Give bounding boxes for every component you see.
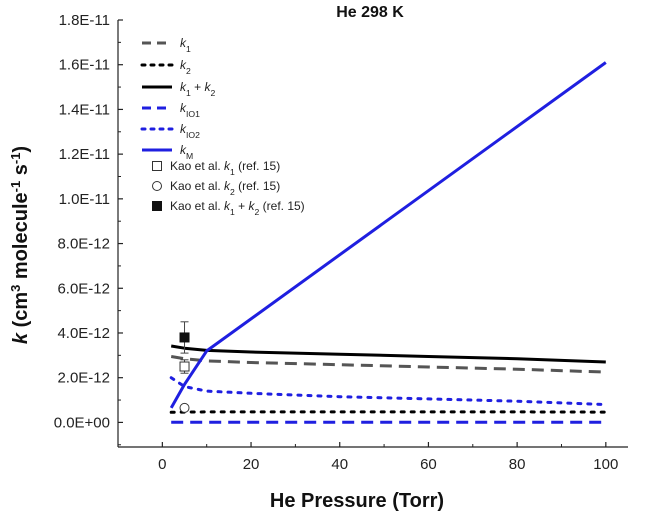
y-tick-label: 1.8E-11 (59, 12, 110, 29)
x-tick-label: 80 (509, 456, 526, 473)
legend-label: Kao et al. k1 + k2 (ref. 15) (170, 199, 305, 217)
data-point (179, 361, 190, 372)
label-part: IO1 (186, 109, 200, 119)
label-part: 1 (230, 207, 235, 217)
label-part: 1 (230, 167, 235, 177)
label-part: k (180, 36, 187, 50)
y-tick-label: 6.0E-12 (57, 280, 110, 297)
legend-label: kM (180, 143, 193, 161)
y-tick-label: 1.0E-11 (59, 191, 110, 208)
y-tick-label: 0.0E+00 (54, 414, 110, 431)
label-part: M (186, 151, 193, 161)
label-part: k (180, 122, 187, 136)
label-part: + (191, 80, 205, 94)
label-part: k (180, 80, 187, 94)
series-line-km (169, 61, 607, 409)
label-part: k (10, 332, 32, 344)
label-part: 1 (186, 88, 191, 98)
y-tick-label: 2.0E-12 (57, 370, 110, 387)
y-tick-label: 4.0E-12 (57, 325, 110, 342)
x-tick-label: 100 (593, 456, 618, 473)
series-line-k1 (170, 355, 606, 374)
y-tick-label: 1.4E-11 (59, 101, 110, 118)
plot-area: 0.0E+00 2.0E-12 4.0E-12 6.0E-12 8.0E-12 1.0E-… (54, 12, 628, 473)
legend-marker (152, 181, 162, 191)
legend-label: kIO1 (180, 101, 200, 119)
label-part: k (224, 159, 231, 173)
data-point (179, 402, 190, 413)
x-tick-label: 20 (243, 456, 260, 473)
label-part: k (204, 80, 211, 94)
label-part: IO2 (186, 130, 200, 140)
x-tick-label: 60 (420, 456, 437, 473)
label-part: + (235, 199, 249, 213)
legend-label: k2 (180, 58, 191, 76)
label-part: -1 (8, 181, 23, 193)
label-part: 3 (8, 285, 23, 292)
label-part: (cm (10, 292, 32, 333)
label-part: 2 (210, 88, 215, 98)
label-part: 2 (230, 187, 235, 197)
label-part: k (224, 179, 231, 193)
label-part: ) (10, 146, 32, 153)
data-point (179, 332, 190, 343)
y-tick-label: 8.0E-12 (57, 236, 110, 253)
series-line-kio2 (169, 376, 608, 406)
label-part: -1 (8, 153, 23, 165)
label-part: (ref. 15) (259, 199, 304, 213)
y-tick-label: 1.6E-11 (59, 57, 110, 74)
label-part: k (180, 58, 187, 72)
label-part: Kao et al. (170, 159, 224, 173)
legend-marker (152, 161, 162, 171)
series-line-k1-k2 (170, 344, 606, 364)
chart-title: He 298 K (336, 4, 404, 21)
legend-label: Kao et al. k2 (ref. 15) (170, 179, 280, 197)
legend-marker (152, 201, 162, 211)
label-part: (ref. 15) (235, 159, 280, 173)
label-part: k (224, 199, 231, 213)
label-part: k (180, 101, 187, 115)
legend-label: kIO2 (180, 122, 200, 140)
label-part: Kao et al. (170, 199, 224, 213)
x-tick-label: 0 (158, 456, 166, 473)
label-part: (ref. 15) (235, 179, 280, 193)
label-part: Kao et al. (170, 179, 224, 193)
y-tick-label: 1.2E-11 (59, 146, 110, 163)
x-axis-title: He Pressure (Torr) (270, 490, 444, 512)
label-part: k (180, 143, 187, 157)
label-part: molecule (10, 192, 32, 284)
x-tick-label: 40 (331, 456, 348, 473)
label-part: 2 (255, 207, 260, 217)
legend-label: k1 + k2 (180, 80, 215, 98)
label-part: 2 (186, 66, 191, 76)
legend-label: k1 (180, 36, 191, 54)
label-part: 1 (186, 44, 191, 54)
label-part: k (249, 199, 256, 213)
label-part: s (10, 164, 32, 181)
y-axis-title: k (cm3 molecule-1 s-1) (8, 146, 33, 344)
legend-label: Kao et al. k1 (ref. 15) (170, 159, 280, 177)
